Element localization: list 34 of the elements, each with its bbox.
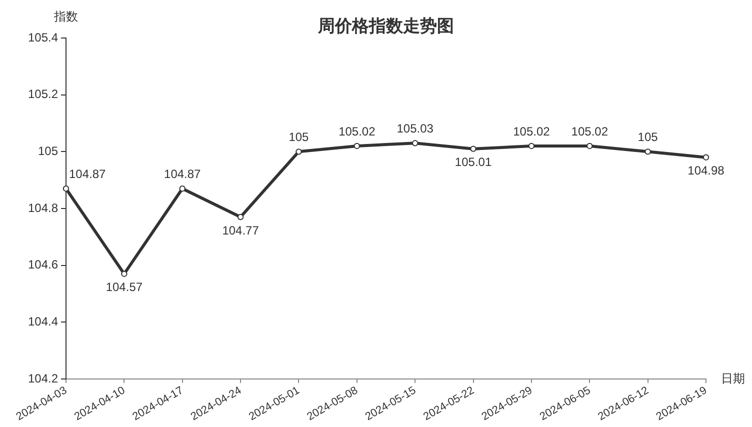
data-label: 105 xyxy=(638,130,658,144)
point xyxy=(644,148,651,155)
point xyxy=(62,186,70,192)
point xyxy=(586,142,593,150)
data-label: 104.98 xyxy=(688,164,725,178)
point xyxy=(354,142,360,150)
data-label: 105.01 xyxy=(454,155,492,170)
point xyxy=(237,214,244,220)
y-tick-label: 104.2 xyxy=(28,371,58,386)
point xyxy=(528,142,535,150)
data-label: 104.77 xyxy=(222,223,260,238)
y-tick-label: 105.4 xyxy=(28,30,58,44)
data-label: 104.57 xyxy=(106,280,143,294)
data-label: 105.02 xyxy=(338,124,376,138)
data-label: 104.87 xyxy=(164,166,202,181)
point xyxy=(296,148,302,155)
point xyxy=(121,270,128,277)
point xyxy=(412,140,418,146)
data-label: 105.02 xyxy=(571,124,608,138)
y-tick-label: 105.2 xyxy=(28,87,58,102)
point xyxy=(179,186,186,192)
y-tick-label: 105 xyxy=(38,144,58,158)
point xyxy=(702,154,710,160)
y-tick-label: 104.8 xyxy=(28,200,58,215)
chart-title: 周价格指数走势图 xyxy=(317,16,454,36)
data-label: 105.02 xyxy=(513,124,550,138)
point xyxy=(470,146,476,152)
y-axis-title: 指数 xyxy=(53,9,78,24)
data-label: 105.03 xyxy=(396,121,434,136)
data-label: 105 xyxy=(288,130,310,144)
x-axis-title: 日期 xyxy=(721,371,745,386)
data-label: 104.87 xyxy=(69,166,106,181)
y-tick-label: 104.6 xyxy=(28,258,58,272)
y-tick-label: 104.4 xyxy=(28,314,58,328)
